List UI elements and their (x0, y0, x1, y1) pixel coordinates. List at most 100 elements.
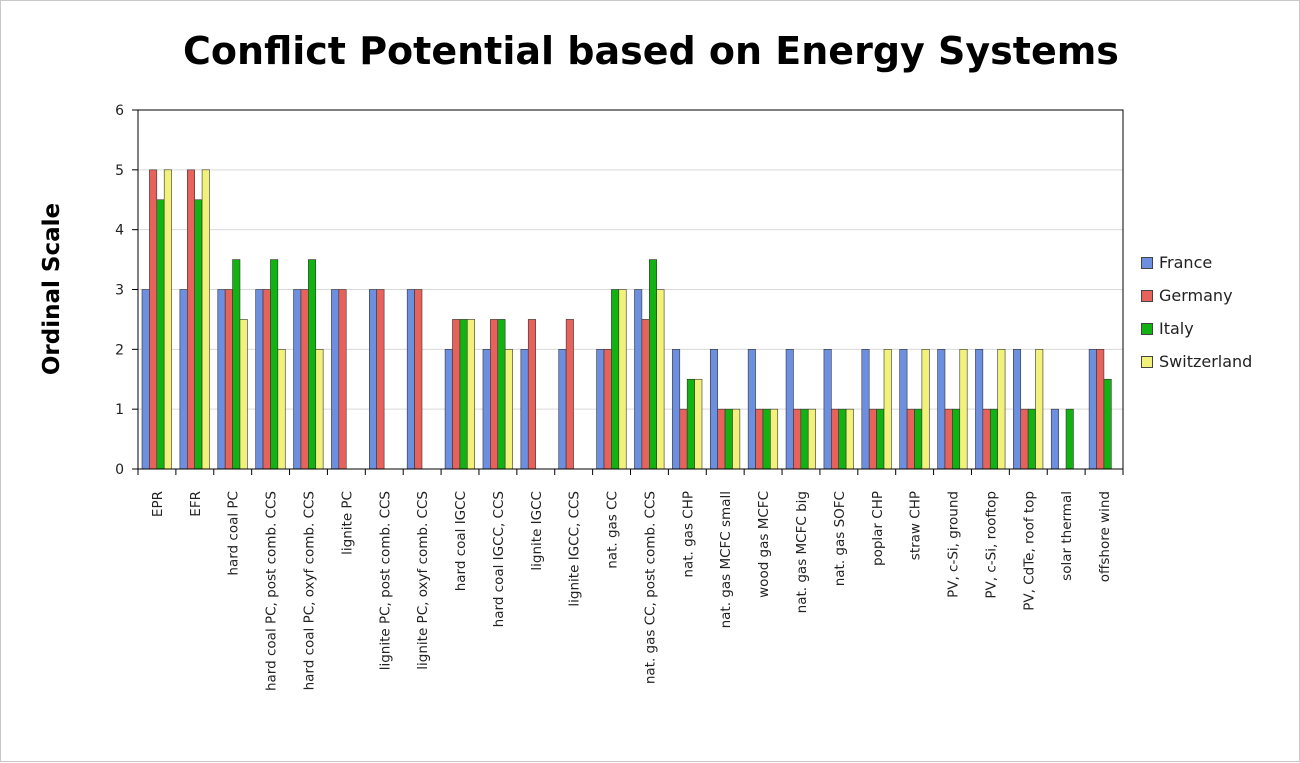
bar-italy (194, 199, 203, 470)
legend-swatch (1141, 355, 1153, 368)
bar-germany (868, 408, 877, 470)
legend-label: Italy (1159, 319, 1194, 338)
x-tick-label: nat. gas MCFC small (718, 491, 734, 628)
bar-france (975, 349, 984, 470)
x-tick-label: EFR (188, 491, 204, 517)
bar-switzerland (277, 349, 286, 470)
bar-italy (156, 199, 165, 470)
bar-france (217, 289, 226, 470)
x-tick-label: lignite IGCC, CCS (567, 491, 583, 607)
bar-france (634, 289, 643, 470)
bar-switzerland (807, 408, 816, 470)
bar-switzerland (504, 349, 513, 470)
bar-france (937, 349, 946, 470)
y-tick-label: 3 (115, 283, 124, 299)
chart-title: Conflict Potential based on Energy Syste… (183, 29, 1119, 73)
bar-switzerland (201, 169, 210, 470)
x-tick-label: solar thermal (1059, 491, 1075, 581)
bar-italy (611, 289, 620, 470)
x-tick-label: hard coal IGCC, CCS (491, 491, 507, 627)
legend-swatch (1141, 289, 1153, 302)
bar-france (406, 289, 415, 470)
bar-italy (952, 408, 961, 470)
bar-italy (838, 408, 847, 470)
bar-germany (831, 408, 840, 470)
bar-italy (762, 408, 771, 470)
bar-france (179, 289, 188, 470)
x-tick-label: lignite PC, oxyf comb. CCS (415, 491, 431, 670)
bar-germany (641, 319, 650, 470)
bar-germany (1020, 408, 1029, 470)
bar-italy (1103, 378, 1112, 470)
bar-france (747, 349, 756, 470)
bar-france (823, 349, 832, 470)
bar-switzerland (618, 289, 627, 470)
bar-germany (906, 408, 915, 470)
x-tick-label: PV, c-Si, rooftop (983, 491, 999, 599)
y-tick-label: 2 (115, 342, 124, 358)
bar-switzerland (845, 408, 854, 470)
bar-switzerland (959, 349, 968, 470)
bar-italy (232, 259, 241, 470)
x-tick-label: hard coal PC, post comb. CCS (264, 491, 280, 691)
x-tick-label: PV, c-Si, ground (946, 491, 962, 598)
x-tick-label: wood gas MCFC (756, 491, 772, 598)
bar-france (596, 349, 605, 470)
bar-france (369, 289, 378, 470)
bar-switzerland (656, 289, 665, 470)
x-tick-label: lignite IGCC (529, 491, 545, 571)
bar-germany (338, 289, 347, 470)
bar-italy (876, 408, 885, 470)
bar-germany (300, 289, 309, 470)
bar-france (255, 289, 264, 470)
bar-italy (724, 408, 733, 470)
bar-germany (224, 289, 233, 470)
bar-switzerland (163, 169, 172, 470)
bar-france (331, 289, 340, 470)
bar-italy (1027, 408, 1036, 470)
bar-germany (186, 169, 195, 470)
bar-france (785, 349, 794, 470)
bar-italy (1065, 408, 1074, 470)
x-tick-label: offshore wind (1097, 491, 1113, 582)
x-tick-label: poplar CHP (870, 491, 886, 566)
x-tick-label: hard coal PC, oxyf comb. CCS (301, 491, 317, 690)
bar-france (899, 349, 908, 470)
bar-germany (262, 289, 271, 470)
bar-italy (308, 259, 317, 470)
legend-item-switzerland: Switzerland (1141, 345, 1252, 378)
y-tick-label: 1 (115, 402, 124, 418)
bar-germany (944, 408, 953, 470)
bar-switzerland (997, 349, 1006, 470)
legend-item-france: France (1141, 246, 1252, 279)
bar-italy (648, 259, 657, 470)
x-tick-label: nat. gas CC (605, 491, 621, 569)
bar-france (1088, 349, 1097, 470)
x-tick-label: PV, CdTe, roof top (1021, 491, 1037, 611)
bar-switzerland (315, 349, 324, 470)
bar-france (558, 349, 567, 470)
x-tick-label: nat. gas CC, post comb. CCS (642, 491, 658, 684)
bar-italy (800, 408, 809, 470)
bar-italy (914, 408, 923, 470)
bar-germany (603, 349, 612, 470)
legend-label: France (1159, 253, 1213, 272)
legend-swatch (1141, 256, 1153, 269)
bar-france (1013, 349, 1022, 470)
bar-germany (527, 319, 536, 470)
x-tick-label: nat. gas MCFC big (794, 491, 810, 613)
bar-france (293, 289, 302, 470)
y-tick-label: 5 (115, 163, 124, 179)
bar-germany (376, 289, 385, 470)
x-tick-label: nat. gas CHP (680, 491, 696, 578)
bar-germany (1096, 349, 1105, 470)
bar-france (672, 349, 681, 470)
bar-germany (414, 289, 423, 470)
bar-italy (686, 378, 695, 470)
bar-germany (490, 319, 499, 470)
bar-switzerland (239, 319, 248, 470)
bar-switzerland (466, 319, 475, 470)
bar-italy (270, 259, 279, 470)
bar-germany (793, 408, 802, 470)
